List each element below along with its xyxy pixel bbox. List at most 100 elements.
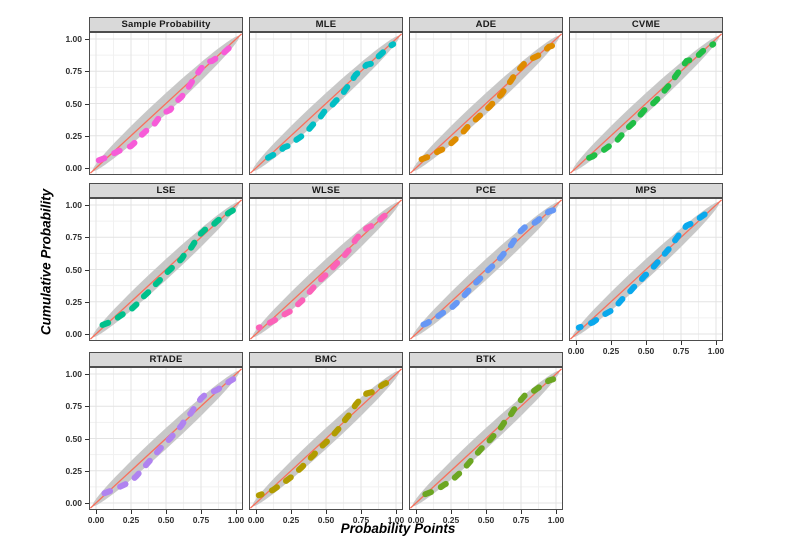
x-tick-label: 1.00 [227, 515, 245, 525]
x-tick-label: 0.25 [122, 515, 140, 525]
facet-strip-label: MPS [635, 185, 657, 196]
facet-strip: Sample Probability [89, 17, 243, 32]
y-tick-label: 0.00 [65, 498, 82, 508]
y-tick-mark [85, 374, 89, 375]
x-tick-mark [236, 510, 237, 514]
facet-panel-ade [409, 32, 563, 175]
x-tick-label: 1.00 [547, 515, 565, 525]
facet-panel-sample-probability [89, 32, 243, 175]
facet-panel-btk [409, 367, 563, 510]
x-tick-mark [681, 341, 682, 345]
x-tick-label: 0.00 [87, 515, 105, 525]
y-tick-label: 0.50 [65, 433, 82, 444]
x-tick-label: 1.00 [387, 515, 405, 525]
facet-strip: PCE [409, 183, 563, 198]
x-tick-label: 0.50 [317, 515, 335, 525]
facet-panel-lse [89, 198, 243, 341]
facet-strip: CVME [569, 17, 723, 32]
x-tick-mark [166, 510, 167, 514]
y-tick-mark [85, 269, 89, 271]
y-tick-label: 1.00 [65, 369, 82, 379]
x-tick-label: 0.00 [247, 515, 265, 525]
facet-strip-label: ADE [475, 19, 497, 30]
y-tick-mark [85, 406, 89, 408]
facet-strip-label: MLE [315, 19, 337, 30]
x-tick-mark [361, 510, 362, 514]
x-tick-label: 0.25 [442, 515, 460, 525]
y-tick-label: 0.50 [65, 264, 82, 275]
facet-strip: BTK [409, 352, 563, 367]
facet-strip-label: LSE [156, 185, 176, 196]
facet-strip-label: WLSE [311, 185, 341, 196]
y-tick-mark [85, 503, 89, 504]
x-axis-title: Probability Points [340, 521, 456, 536]
facet-strip-label: BTK [475, 354, 497, 365]
y-tick-mark [85, 334, 89, 335]
y-tick-label: 0.75 [65, 66, 82, 77]
x-tick-label: 0.25 [602, 346, 620, 356]
y-tick-label: 1.00 [65, 34, 82, 44]
facet-strip: WLSE [249, 183, 403, 198]
facet-strip: ADE [409, 17, 563, 32]
y-tick-label: 0.00 [65, 329, 82, 339]
y-tick-mark [85, 103, 89, 105]
facet-panel-mle [249, 32, 403, 175]
x-tick-mark [521, 510, 522, 514]
y-tick-mark [85, 438, 89, 440]
y-tick-mark [85, 301, 89, 303]
y-tick-label: 0.50 [65, 98, 82, 109]
x-tick-label: 0.50 [157, 515, 175, 525]
x-tick-label: 0.75 [512, 515, 530, 525]
x-tick-label: 0.50 [637, 346, 655, 356]
x-tick-label: 0.75 [192, 515, 210, 525]
x-tick-mark [646, 341, 647, 345]
facet-strip: LSE [89, 183, 243, 198]
facet-strip: MPS [569, 183, 723, 198]
facet-panel-wlse [249, 198, 403, 341]
y-tick-label: 0.25 [65, 296, 82, 307]
y-tick-label: 0.00 [65, 163, 82, 173]
y-tick-mark [85, 39, 89, 40]
y-tick-mark [85, 237, 89, 239]
facet-strip-label: PCE [475, 185, 497, 196]
facet-strip: MLE [249, 17, 403, 32]
x-tick-label: 0.00 [407, 515, 425, 525]
facet-strip-label: CVME [631, 19, 661, 30]
y-tick-mark [85, 470, 89, 472]
x-tick-mark [326, 510, 327, 514]
x-tick-mark [486, 510, 487, 514]
facet-strip-label: RTADE [149, 354, 183, 365]
x-tick-mark [611, 341, 612, 345]
x-tick-mark [291, 510, 292, 514]
y-tick-label: 0.25 [65, 465, 82, 476]
y-tick-mark [85, 205, 89, 206]
x-tick-mark [556, 510, 557, 514]
x-tick-mark [256, 510, 257, 514]
x-tick-label: 0.50 [477, 515, 495, 525]
x-tick-label: 0.25 [282, 515, 300, 525]
x-tick-mark [396, 510, 397, 514]
y-tick-mark [85, 135, 89, 137]
x-tick-mark [451, 510, 452, 514]
facet-strip-label: Sample Probability [121, 19, 211, 30]
y-tick-label: 0.75 [65, 401, 82, 412]
x-tick-label: 0.00 [567, 346, 585, 356]
x-tick-mark [416, 510, 417, 514]
y-tick-mark [85, 71, 89, 73]
x-tick-mark [576, 341, 577, 345]
y-tick-label: 0.75 [65, 232, 82, 243]
x-tick-label: 1.00 [707, 346, 725, 356]
x-tick-mark [96, 510, 97, 514]
y-tick-label: 0.25 [65, 130, 82, 141]
y-tick-mark [85, 168, 89, 169]
facet-panel-cvme [569, 32, 723, 175]
x-tick-mark [201, 510, 202, 514]
facet-panel-pce [409, 198, 563, 341]
y-tick-label: 1.00 [65, 200, 82, 210]
x-tick-label: 0.75 [672, 346, 690, 356]
facet-panel-bmc [249, 367, 403, 510]
facet-strip-label: BMC [314, 354, 338, 365]
y-axis-title: Cumulative Probability [38, 188, 54, 336]
facet-strip: RTADE [89, 352, 243, 367]
facet-panel-mps [569, 198, 723, 341]
